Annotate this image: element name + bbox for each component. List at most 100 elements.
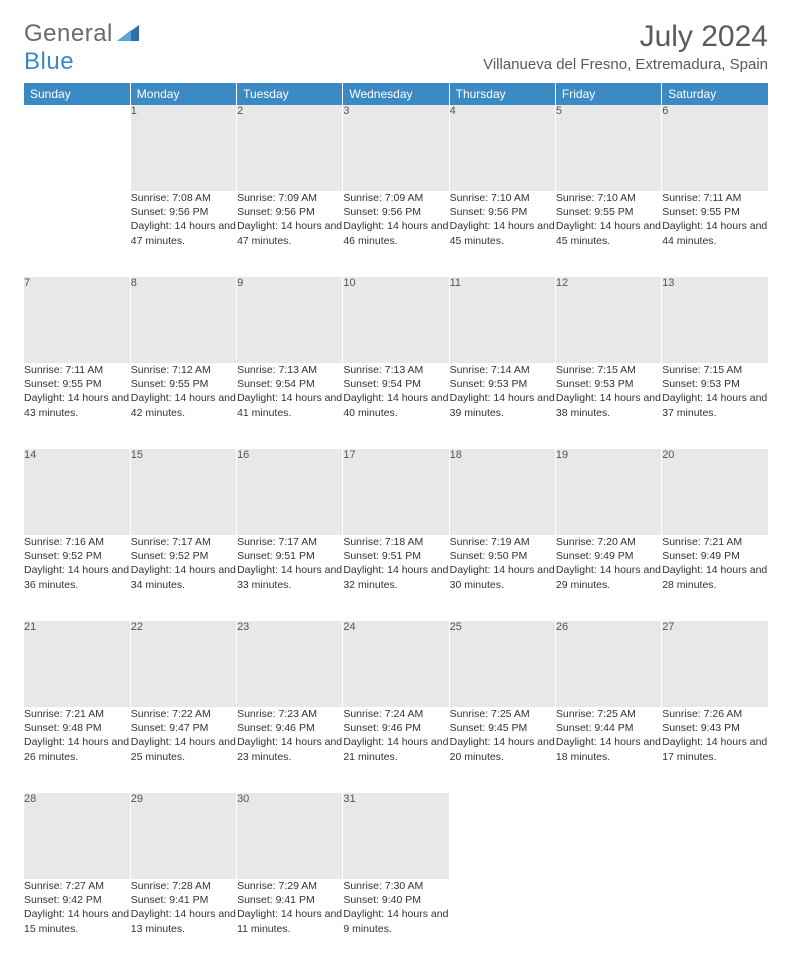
daylight-text: Daylight: 14 hours and 9 minutes. (343, 907, 448, 935)
daylight-text: Daylight: 14 hours and 30 minutes. (450, 563, 555, 591)
day-content: Sunrise: 7:15 AMSunset: 9:53 PMDaylight:… (555, 363, 661, 449)
day-number: 7 (24, 277, 130, 363)
daylight-text: Daylight: 14 hours and 26 minutes. (24, 735, 130, 763)
day-number (662, 793, 768, 879)
daylight-text: Daylight: 14 hours and 46 minutes. (343, 219, 448, 247)
daylight-text: Daylight: 14 hours and 40 minutes. (343, 391, 448, 419)
day-number: 17 (343, 449, 449, 535)
sunrise-text: Sunrise: 7:10 AM (450, 191, 555, 205)
sunrise-text: Sunrise: 7:28 AM (131, 879, 236, 893)
daylight-text: Daylight: 14 hours and 39 minutes. (450, 391, 555, 419)
day-content: Sunrise: 7:25 AMSunset: 9:45 PMDaylight:… (449, 707, 555, 793)
daylight-text: Daylight: 14 hours and 47 minutes. (237, 219, 342, 247)
day-content: Sunrise: 7:20 AMSunset: 9:49 PMDaylight:… (555, 535, 661, 621)
sunset-text: Sunset: 9:52 PM (131, 549, 236, 563)
day-content (662, 879, 768, 965)
sunset-text: Sunset: 9:41 PM (237, 893, 342, 907)
sunrise-text: Sunrise: 7:21 AM (24, 707, 130, 721)
day-content: Sunrise: 7:29 AMSunset: 9:41 PMDaylight:… (237, 879, 343, 965)
daylight-text: Daylight: 14 hours and 44 minutes. (662, 219, 768, 247)
content-row: Sunrise: 7:08 AMSunset: 9:56 PMDaylight:… (24, 191, 768, 277)
sunset-text: Sunset: 9:49 PM (556, 549, 661, 563)
daylight-text: Daylight: 14 hours and 18 minutes. (556, 735, 661, 763)
day-content: Sunrise: 7:10 AMSunset: 9:56 PMDaylight:… (449, 191, 555, 277)
calendar-head: SundayMondayTuesdayWednesdayThursdayFrid… (24, 83, 768, 105)
daynum-row: 123456 (24, 105, 768, 191)
sunrise-text: Sunrise: 7:09 AM (237, 191, 342, 205)
month-title: July 2024 (483, 20, 768, 54)
weekday-header: Tuesday (237, 83, 343, 105)
day-content: Sunrise: 7:13 AMSunset: 9:54 PMDaylight:… (237, 363, 343, 449)
daylight-text: Daylight: 14 hours and 17 minutes. (662, 735, 768, 763)
day-number: 18 (449, 449, 555, 535)
sunrise-text: Sunrise: 7:09 AM (343, 191, 448, 205)
location: Villanueva del Fresno, Extremadura, Spai… (483, 56, 768, 73)
daylight-text: Daylight: 14 hours and 28 minutes. (662, 563, 768, 591)
daylight-text: Daylight: 14 hours and 29 minutes. (556, 563, 661, 591)
day-number: 9 (237, 277, 343, 363)
daylight-text: Daylight: 14 hours and 13 minutes. (131, 907, 236, 935)
day-number: 15 (130, 449, 236, 535)
sunset-text: Sunset: 9:56 PM (237, 205, 342, 219)
day-content: Sunrise: 7:14 AMSunset: 9:53 PMDaylight:… (449, 363, 555, 449)
day-number: 26 (555, 621, 661, 707)
daylight-text: Daylight: 14 hours and 25 minutes. (131, 735, 236, 763)
sunrise-text: Sunrise: 7:20 AM (556, 535, 661, 549)
sunrise-text: Sunrise: 7:22 AM (131, 707, 236, 721)
sunrise-text: Sunrise: 7:19 AM (450, 535, 555, 549)
daylight-text: Daylight: 14 hours and 41 minutes. (237, 391, 342, 419)
sunrise-text: Sunrise: 7:14 AM (450, 363, 555, 377)
logo: General Blue (24, 20, 139, 76)
day-content (24, 191, 130, 277)
sunset-text: Sunset: 9:46 PM (343, 721, 448, 735)
daynum-row: 21222324252627 (24, 621, 768, 707)
day-number: 28 (24, 793, 130, 879)
day-content: Sunrise: 7:17 AMSunset: 9:51 PMDaylight:… (237, 535, 343, 621)
day-number: 19 (555, 449, 661, 535)
sunset-text: Sunset: 9:55 PM (662, 205, 768, 219)
daylight-text: Daylight: 14 hours and 45 minutes. (556, 219, 661, 247)
sunrise-text: Sunrise: 7:11 AM (662, 191, 768, 205)
sunrise-text: Sunrise: 7:16 AM (24, 535, 130, 549)
calendar-table: SundayMondayTuesdayWednesdayThursdayFrid… (24, 83, 768, 965)
sunset-text: Sunset: 9:53 PM (662, 377, 768, 391)
day-number (555, 793, 661, 879)
day-content: Sunrise: 7:09 AMSunset: 9:56 PMDaylight:… (343, 191, 449, 277)
day-number: 23 (237, 621, 343, 707)
day-content: Sunrise: 7:11 AMSunset: 9:55 PMDaylight:… (662, 191, 768, 277)
sunrise-text: Sunrise: 7:12 AM (131, 363, 236, 377)
day-content: Sunrise: 7:30 AMSunset: 9:40 PMDaylight:… (343, 879, 449, 965)
daynum-row: 78910111213 (24, 277, 768, 363)
day-content (555, 879, 661, 965)
daylight-text: Daylight: 14 hours and 45 minutes. (450, 219, 555, 247)
weekday-header: Monday (130, 83, 236, 105)
daynum-row: 14151617181920 (24, 449, 768, 535)
content-row: Sunrise: 7:11 AMSunset: 9:55 PMDaylight:… (24, 363, 768, 449)
day-content: Sunrise: 7:09 AMSunset: 9:56 PMDaylight:… (237, 191, 343, 277)
day-number: 5 (555, 105, 661, 191)
sunrise-text: Sunrise: 7:25 AM (450, 707, 555, 721)
sunset-text: Sunset: 9:56 PM (131, 205, 236, 219)
day-content: Sunrise: 7:17 AMSunset: 9:52 PMDaylight:… (130, 535, 236, 621)
logo-word1: General (24, 20, 113, 47)
daylight-text: Daylight: 14 hours and 20 minutes. (450, 735, 555, 763)
sunset-text: Sunset: 9:44 PM (556, 721, 661, 735)
day-number: 12 (555, 277, 661, 363)
sunset-text: Sunset: 9:52 PM (24, 549, 130, 563)
header: General Blue July 2024 Villanueva del Fr… (24, 20, 768, 79)
day-content: Sunrise: 7:24 AMSunset: 9:46 PMDaylight:… (343, 707, 449, 793)
sunset-text: Sunset: 9:42 PM (24, 893, 130, 907)
sunrise-text: Sunrise: 7:29 AM (237, 879, 342, 893)
daylight-text: Daylight: 14 hours and 32 minutes. (343, 563, 448, 591)
daylight-text: Daylight: 14 hours and 47 minutes. (131, 219, 236, 247)
sunset-text: Sunset: 9:54 PM (237, 377, 342, 391)
day-number: 1 (130, 105, 236, 191)
sunrise-text: Sunrise: 7:27 AM (24, 879, 130, 893)
weekday-header: Wednesday (343, 83, 449, 105)
sunset-text: Sunset: 9:51 PM (237, 549, 342, 563)
day-content: Sunrise: 7:19 AMSunset: 9:50 PMDaylight:… (449, 535, 555, 621)
day-content: Sunrise: 7:12 AMSunset: 9:55 PMDaylight:… (130, 363, 236, 449)
sunset-text: Sunset: 9:41 PM (131, 893, 236, 907)
triangle-icon (117, 20, 139, 47)
daylight-text: Daylight: 14 hours and 21 minutes. (343, 735, 448, 763)
